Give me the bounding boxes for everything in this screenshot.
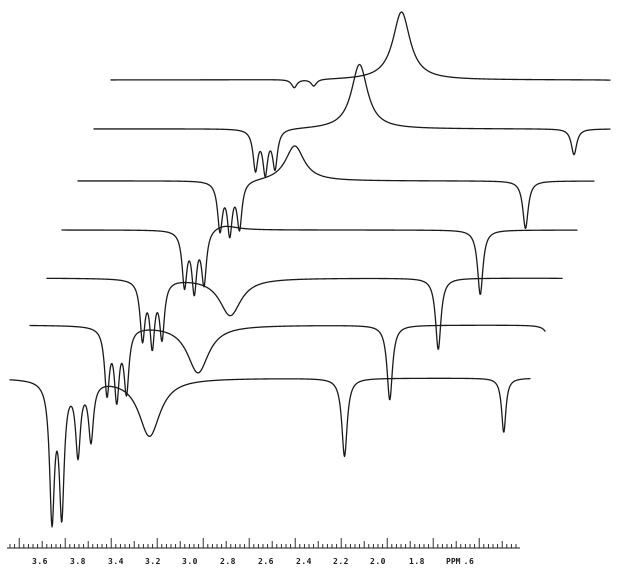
ppm-axis-tick-labels: 3.6 3.8 3.4 3.2 3.0 2.8 2.6 2.4 2.2 2.0 1.8 .6 (32, 557, 474, 566)
spectrum-trace-7 (9, 377, 531, 528)
tick-label: 3.6 (32, 557, 48, 566)
ppm-axis-ticks (9, 538, 517, 548)
ppm-unit-label: PPM (446, 557, 461, 566)
tick-label: 3.8 (70, 557, 86, 566)
spectrum-trace-6 (29, 324, 546, 405)
tick-label: 2.4 (296, 557, 312, 566)
spectrum-trace-3 (77, 145, 595, 239)
tick-label: 2.2 (333, 557, 349, 566)
tick-label: 1.8 (409, 557, 425, 566)
tick-label: 3.4 (108, 557, 124, 566)
tick-label: 2.6 (258, 557, 274, 566)
spectra-traces (9, 11, 611, 528)
tick-label: 3.2 (145, 557, 161, 566)
tick-label: .6 (464, 557, 475, 566)
tick-label: 2.0 (370, 557, 386, 566)
spectrum-trace-1 (110, 11, 611, 89)
spectrum-trace-5 (46, 277, 563, 352)
ppm-axis: 3.6 3.8 3.4 3.2 3.0 2.8 2.6 2.4 2.2 2.0 1.8 .6 PPM (7, 538, 520, 566)
tick-label: 2.8 (220, 557, 236, 566)
tick-label: 3.0 (182, 557, 198, 566)
spectrum-trace-4 (61, 225, 578, 297)
spectrum-trace-2 (93, 63, 611, 178)
